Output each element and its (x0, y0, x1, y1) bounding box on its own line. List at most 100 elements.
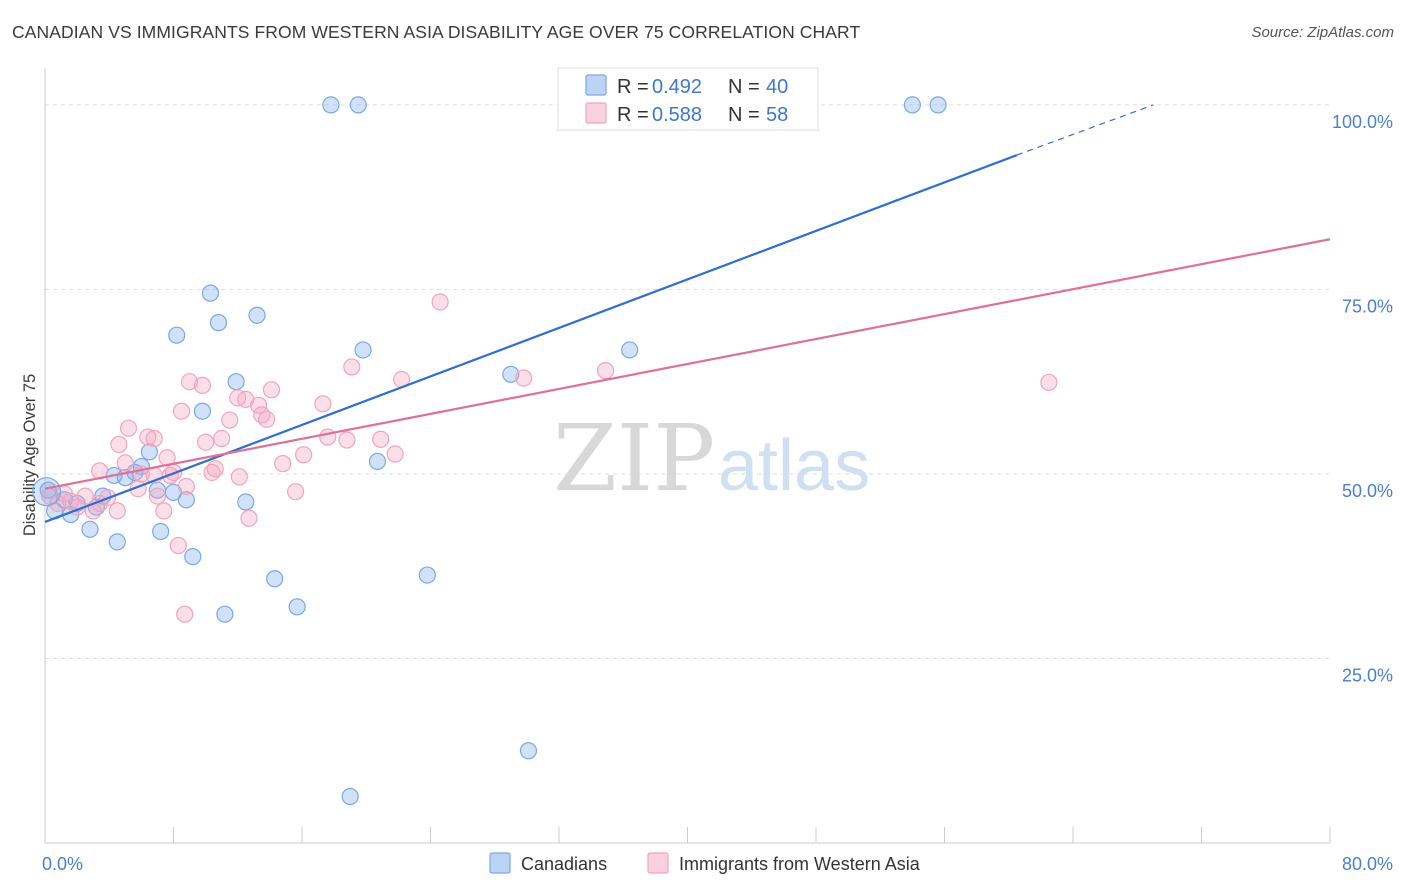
point-western-asia-42 (262, 381, 281, 399)
legend-r-value-canadians: 0.492 (652, 76, 702, 98)
point-western-asia-29 (193, 376, 212, 394)
legend-r-label-western-asia: R = (617, 104, 649, 126)
point-western-asia-19 (148, 487, 167, 505)
x-tick-label: 0.0% (42, 854, 83, 874)
point-western-asia-47 (319, 428, 337, 446)
point-canadians-25 (237, 493, 255, 511)
point-western-asia-33 (213, 429, 231, 448)
point-western-asia-51 (386, 445, 404, 463)
y-tick-label: 25.0% (1342, 665, 1393, 685)
point-western-asia-10 (108, 502, 126, 520)
point-western-asia-32 (206, 460, 224, 478)
point-western-asia-53 (431, 293, 449, 311)
point-canadians-9 (108, 533, 126, 551)
point-western-asia-24 (169, 536, 187, 555)
bottom-legend-swatch-western-asia (647, 852, 669, 874)
point-canadians-31 (349, 96, 367, 114)
y-tick-label: 75.0% (1342, 296, 1393, 316)
point-canadians-20 (193, 402, 212, 420)
point-canadians-21 (201, 284, 220, 302)
bottom-legend-swatch-canadians (489, 852, 511, 874)
point-canadians-15 (152, 522, 170, 541)
legend-r-label-canadians: R = (617, 76, 649, 98)
point-western-asia-20 (155, 502, 173, 520)
point-canadians-37 (621, 341, 639, 359)
point-canadians-0 (39, 481, 57, 499)
point-western-asia-16 (139, 428, 157, 446)
point-canadians-28 (288, 598, 306, 616)
point-western-asia-43 (274, 455, 292, 473)
point-western-asia-36 (230, 468, 248, 486)
point-canadians-27 (266, 570, 284, 588)
point-canadians-39 (929, 96, 947, 114)
point-canadians-38 (903, 96, 921, 114)
point-western-asia-46 (314, 395, 332, 413)
point-western-asia-45 (295, 446, 313, 464)
legend-n-value-canadians: 40 (766, 76, 788, 98)
point-western-asia-27 (177, 477, 195, 496)
data-points (32, 96, 1058, 806)
point-western-asia-13 (119, 419, 138, 437)
point-western-asia-50 (372, 430, 390, 448)
point-western-asia-38 (240, 509, 258, 527)
point-canadians-22 (209, 314, 228, 332)
point-western-asia-49 (343, 358, 361, 376)
chart-source: Source: ZipAtlas.com (1251, 24, 1394, 41)
point-canadians-36 (519, 742, 538, 760)
point-canadians-26 (248, 306, 266, 324)
point-western-asia-18 (145, 429, 163, 448)
point-canadians-19 (184, 548, 202, 566)
y-tick-label: 50.0% (1342, 481, 1393, 501)
point-western-asia-25 (172, 402, 191, 420)
bottom-legend: Canadians Immigrants from Western Asia (489, 852, 921, 874)
x-tick-label: 80.0% (1342, 854, 1393, 874)
watermark-zip: ZIP (553, 405, 715, 512)
point-western-asia-12 (116, 454, 134, 472)
point-canadians-5 (81, 520, 99, 538)
point-western-asia-30 (197, 433, 215, 451)
point-canadians-large (32, 477, 62, 507)
point-canadians-13 (140, 443, 159, 461)
point-western-asia-54 (515, 369, 533, 387)
point-canadians-35 (502, 365, 520, 383)
trend-line-canadians-extension (1016, 104, 1154, 156)
point-western-asia-11 (110, 435, 128, 454)
y-tick-label: 100.0% (1332, 112, 1393, 132)
point-western-asia-48 (338, 431, 356, 449)
trend-line-western-asia (44, 238, 1331, 490)
point-canadians-29 (322, 96, 340, 114)
legend-n-label-western-asia: N = (728, 104, 760, 126)
point-western-asia-39 (250, 396, 268, 414)
legend-swatch-western-asia (585, 102, 607, 124)
y-tick-labels: 25.0% 50.0% 75.0% 100.0% (1332, 112, 1393, 686)
chart-title: CANADIAN VS IMMIGRANTS FROM WESTERN ASIA… (12, 22, 861, 42)
point-western-asia-1 (49, 494, 67, 513)
point-western-asia-26 (176, 605, 194, 623)
trend-lines (44, 104, 1331, 523)
point-canadians-33 (368, 452, 387, 471)
watermark-atlas: atlas (718, 426, 870, 506)
point-canadians-34 (418, 566, 436, 584)
point-western-asia-41 (258, 410, 276, 428)
point-canadians-32 (354, 341, 372, 359)
point-canadians-30 (341, 787, 359, 806)
trend-line-canadians (44, 154, 1018, 523)
point-western-asia-55 (596, 362, 615, 380)
top-legend: R = 0.492 N = 40 R = 0.588 N = 58 (557, 67, 819, 131)
point-western-asia-34 (221, 411, 239, 429)
legend-n-value-western-asia: 58 (766, 104, 788, 126)
point-canadians-17 (168, 326, 186, 344)
point-western-asia-5 (76, 487, 94, 505)
bottom-legend-label-canadians: Canadians (521, 854, 607, 874)
y-axis-label: Disability Age Over 75 (21, 374, 39, 536)
legend-n-label-canadians: N = (728, 76, 760, 98)
point-canadians-23 (216, 605, 234, 623)
legend-r-value-western-asia: 0.588 (652, 104, 702, 126)
point-western-asia-44 (286, 483, 305, 501)
point-western-asia-56 (1040, 373, 1058, 392)
point-western-asia-28 (180, 373, 199, 391)
point-canadians-18 (177, 491, 195, 509)
watermark: ZIP atlas (553, 405, 870, 512)
x-tick-labels: 0.0% 80.0% (42, 854, 1393, 874)
